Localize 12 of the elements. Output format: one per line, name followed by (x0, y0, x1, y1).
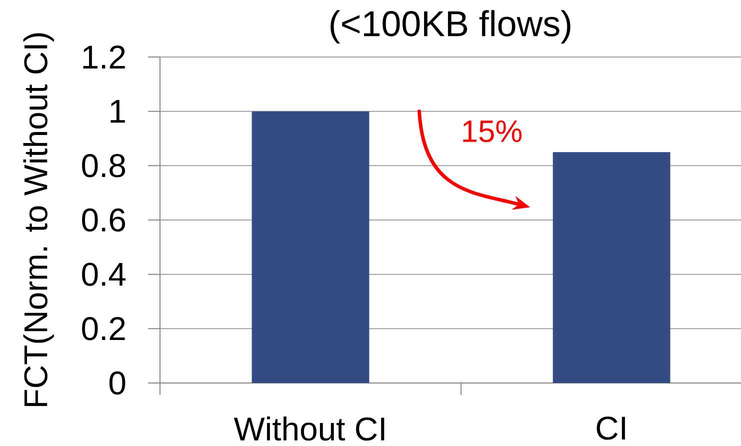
y-axis-title: FCT(Norm. to Without CI) (23, 33, 54, 406)
y-tick-label: 0.4 (82, 262, 126, 286)
y-tick-label: 0.8 (82, 154, 126, 178)
x-tick-label: CI (596, 416, 625, 440)
y-tick-label: 0 (109, 371, 126, 395)
x-tick-label: Without CI (234, 416, 384, 441)
y-tick-label: 1 (110, 100, 125, 123)
y-tick-label: 0.6 (82, 208, 126, 232)
y-tick-label: 1.2 (83, 46, 125, 68)
annotation: 15% (463, 120, 522, 142)
y-tick-label: 0.2 (82, 317, 125, 340)
chart-title: (<100KB flows) (330, 10, 570, 44)
